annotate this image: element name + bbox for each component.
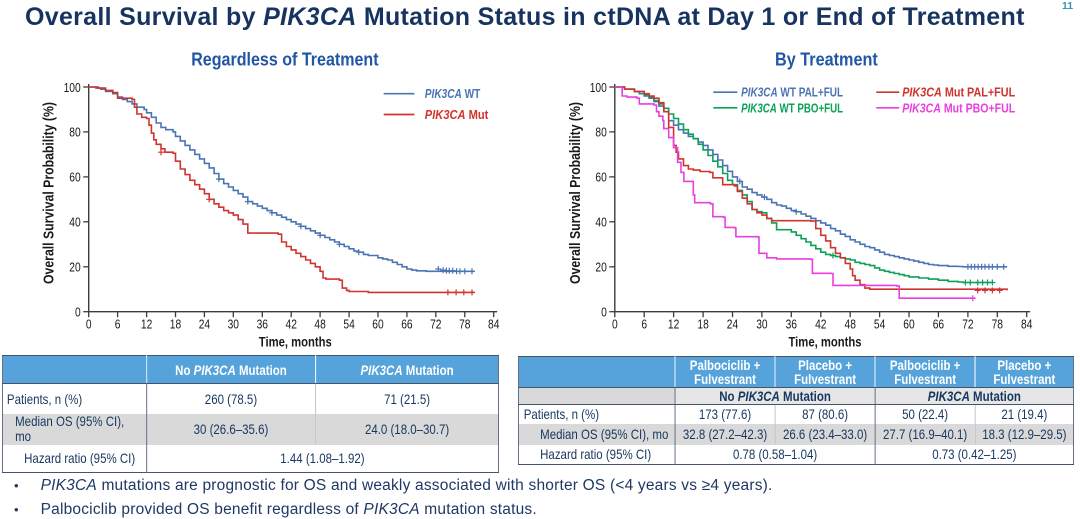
- svg-text:100: 100: [590, 81, 607, 95]
- svg-text:Regardless of Treatment: Regardless of Treatment: [191, 49, 378, 70]
- svg-text:60: 60: [903, 318, 914, 332]
- svg-text:24: 24: [199, 318, 210, 332]
- svg-text:84: 84: [1021, 318, 1032, 332]
- svg-text:78: 78: [459, 318, 470, 332]
- svg-text:20: 20: [595, 261, 606, 275]
- svg-text:80: 80: [69, 126, 80, 140]
- svg-text:0: 0: [86, 318, 92, 332]
- svg-text:48: 48: [314, 318, 325, 332]
- svg-text:30: 30: [756, 318, 767, 332]
- svg-text:60: 60: [372, 318, 383, 332]
- svg-text:12: 12: [668, 318, 679, 332]
- svg-text:6: 6: [115, 318, 121, 332]
- svg-text:84: 84: [488, 318, 499, 332]
- svg-text:0: 0: [601, 306, 607, 320]
- svg-text:PIK3CA Mut: PIK3CA Mut: [425, 107, 489, 122]
- svg-text:Time, months: Time, months: [789, 335, 862, 350]
- svg-text:18: 18: [697, 318, 708, 332]
- svg-text:100: 100: [64, 81, 81, 95]
- svg-text:24: 24: [727, 318, 738, 332]
- svg-text:66: 66: [933, 318, 944, 332]
- svg-text:30: 30: [228, 318, 239, 332]
- svg-text:54: 54: [874, 318, 885, 332]
- svg-text:60: 60: [69, 171, 80, 185]
- svg-text:42: 42: [815, 318, 826, 332]
- svg-text:PIK3CA WT PBO+FUL: PIK3CA WT PBO+FUL: [741, 101, 843, 115]
- svg-text:78: 78: [992, 318, 1003, 332]
- svg-text:40: 40: [595, 216, 606, 230]
- svg-text:40: 40: [69, 216, 80, 230]
- svg-text:0: 0: [75, 306, 81, 320]
- svg-text:Overall Survival Probability (: Overall Survival Probability (%): [567, 102, 584, 284]
- svg-text:20: 20: [69, 261, 80, 275]
- svg-text:36: 36: [257, 318, 268, 332]
- svg-text:PIK3CA WT PAL+FUL: PIK3CA WT PAL+FUL: [741, 86, 843, 100]
- svg-text:80: 80: [595, 126, 606, 140]
- svg-text:By Treatment: By Treatment: [775, 49, 878, 70]
- svg-text:36: 36: [786, 318, 797, 332]
- svg-text:PIK3CA WT: PIK3CA WT: [425, 86, 481, 101]
- svg-text:66: 66: [401, 318, 412, 332]
- svg-text:Overall Survival Probability (: Overall Survival Probability (%): [41, 102, 58, 284]
- svg-text:42: 42: [286, 318, 297, 332]
- svg-text:72: 72: [962, 318, 973, 332]
- svg-text:48: 48: [845, 318, 856, 332]
- svg-text:PIK3CA Mut PAL+FUL: PIK3CA Mut PAL+FUL: [902, 86, 1015, 100]
- svg-text:60: 60: [595, 171, 606, 185]
- svg-text:18: 18: [170, 318, 181, 332]
- svg-text:Time, months: Time, months: [259, 335, 332, 350]
- svg-text:6: 6: [641, 318, 647, 332]
- svg-text:54: 54: [343, 318, 354, 332]
- svg-text:72: 72: [430, 318, 441, 332]
- svg-text:12: 12: [141, 318, 152, 332]
- svg-text:0: 0: [612, 318, 618, 332]
- svg-text:PIK3CA Mut PBO+FUL: PIK3CA Mut PBO+FUL: [902, 101, 1015, 115]
